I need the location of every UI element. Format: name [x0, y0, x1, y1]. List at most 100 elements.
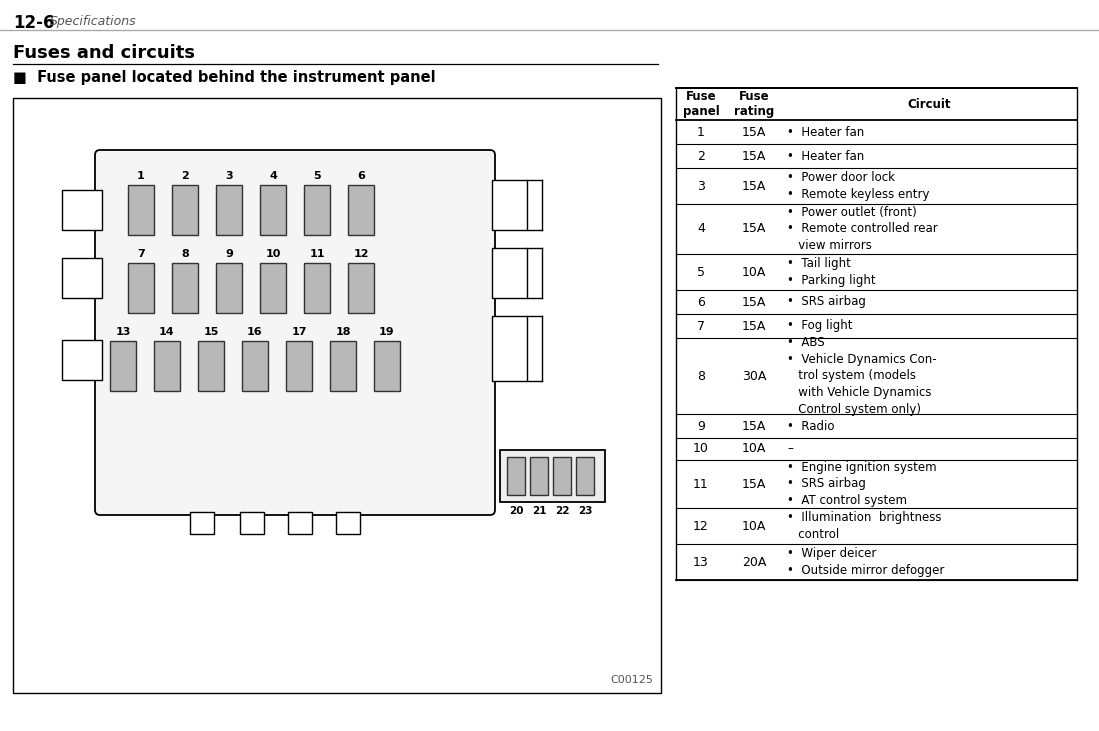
Text: 10A: 10A: [742, 442, 766, 455]
Bar: [304, 263, 330, 313]
Text: 20A: 20A: [742, 556, 766, 569]
Bar: [198, 341, 224, 391]
Text: 2: 2: [181, 171, 189, 181]
Bar: [492, 248, 528, 298]
Text: 15A: 15A: [742, 319, 766, 333]
Text: •  Engine ignition system
•  SRS airbag
•  AT control system: • Engine ignition system • SRS airbag • …: [787, 461, 936, 507]
Text: •  Power door lock
•  Remote keyless entry: • Power door lock • Remote keyless entry: [787, 171, 930, 201]
Text: 8: 8: [181, 249, 189, 259]
Bar: [500, 450, 606, 502]
Bar: [240, 512, 264, 534]
Text: 21: 21: [532, 506, 546, 516]
Text: •  Power outlet (front)
•  Remote controlled rear
   view mirrors: • Power outlet (front) • Remote controll…: [787, 206, 937, 252]
Text: •  Fog light: • Fog light: [787, 319, 853, 333]
Text: 30A: 30A: [742, 369, 766, 382]
Text: 6: 6: [697, 295, 704, 308]
Text: 5: 5: [313, 171, 321, 181]
Text: 14: 14: [159, 327, 175, 337]
Text: 22: 22: [555, 506, 569, 516]
Text: 10: 10: [265, 249, 280, 259]
Bar: [374, 341, 400, 391]
Bar: [13, 98, 660, 693]
Text: Specifications: Specifications: [49, 15, 136, 28]
Bar: [173, 185, 198, 235]
Text: Fuses and circuits: Fuses and circuits: [13, 44, 195, 62]
Text: Circuit: Circuit: [908, 97, 952, 110]
Bar: [110, 341, 136, 391]
Text: 15A: 15A: [742, 150, 766, 162]
Text: 15A: 15A: [742, 477, 766, 491]
Text: •  Illumination  brightness
   control: • Illumination brightness control: [787, 511, 942, 541]
Bar: [286, 341, 312, 391]
Bar: [348, 185, 374, 235]
Text: 12-6: 12-6: [13, 14, 55, 32]
Text: 13: 13: [693, 556, 709, 569]
Text: 9: 9: [225, 249, 233, 259]
Text: 7: 7: [697, 319, 704, 333]
Bar: [260, 263, 286, 313]
FancyBboxPatch shape: [95, 150, 495, 515]
Text: 9: 9: [697, 420, 704, 433]
Bar: [304, 185, 330, 235]
Bar: [154, 341, 180, 391]
Text: •  Tail light
•  Parking light: • Tail light • Parking light: [787, 257, 876, 287]
Bar: [288, 512, 312, 534]
Text: ■  Fuse panel located behind the instrument panel: ■ Fuse panel located behind the instrume…: [13, 70, 435, 85]
Bar: [330, 341, 356, 391]
Text: 1: 1: [697, 126, 704, 138]
Text: •  SRS airbag: • SRS airbag: [787, 295, 866, 308]
Bar: [217, 185, 242, 235]
Text: 19: 19: [379, 327, 395, 337]
Bar: [576, 457, 593, 495]
Text: 11: 11: [693, 477, 709, 491]
Text: •  Heater fan: • Heater fan: [787, 150, 864, 162]
Bar: [530, 457, 548, 495]
Text: •  Heater fan: • Heater fan: [787, 126, 864, 138]
Text: 4: 4: [697, 222, 704, 235]
Bar: [492, 316, 528, 381]
Bar: [190, 512, 214, 534]
Text: Fuse
rating: Fuse rating: [734, 89, 774, 118]
Bar: [127, 185, 154, 235]
Bar: [336, 512, 360, 534]
Bar: [62, 340, 102, 380]
Text: 10A: 10A: [742, 265, 766, 279]
Text: 5: 5: [697, 265, 704, 279]
Bar: [62, 190, 102, 230]
Text: 7: 7: [137, 249, 145, 259]
Bar: [348, 263, 374, 313]
Text: 10: 10: [693, 442, 709, 455]
Text: 17: 17: [291, 327, 307, 337]
Bar: [553, 457, 571, 495]
Text: 8: 8: [697, 369, 704, 382]
Text: 15A: 15A: [742, 126, 766, 138]
Text: 11: 11: [309, 249, 324, 259]
Bar: [217, 263, 242, 313]
Text: 15A: 15A: [742, 420, 766, 433]
Bar: [62, 258, 102, 298]
Text: 13: 13: [115, 327, 131, 337]
Text: 15A: 15A: [742, 222, 766, 235]
Bar: [242, 341, 268, 391]
Text: 10A: 10A: [742, 520, 766, 532]
Text: 16: 16: [247, 327, 263, 337]
Text: 6: 6: [357, 171, 365, 181]
Text: –: –: [787, 442, 792, 455]
Text: C00125: C00125: [610, 675, 653, 685]
Text: 18: 18: [335, 327, 351, 337]
Text: 4: 4: [269, 171, 277, 181]
Text: 12: 12: [693, 520, 709, 532]
Bar: [173, 263, 198, 313]
Text: 15A: 15A: [742, 180, 766, 192]
Text: 12: 12: [353, 249, 369, 259]
Text: •  ABS
•  Vehicle Dynamics Con-
   trol system (models
   with Vehicle Dynamics
: • ABS • Vehicle Dynamics Con- trol syste…: [787, 336, 936, 415]
Text: Fuse
panel: Fuse panel: [682, 89, 720, 118]
Bar: [492, 180, 528, 230]
Text: •  Wiper deicer
•  Outside mirror defogger: • Wiper deicer • Outside mirror defogger: [787, 548, 944, 577]
Text: 15A: 15A: [742, 295, 766, 308]
Text: 3: 3: [697, 180, 704, 192]
Text: 1: 1: [137, 171, 145, 181]
Text: 2: 2: [697, 150, 704, 162]
Text: 23: 23: [578, 506, 592, 516]
Bar: [127, 263, 154, 313]
